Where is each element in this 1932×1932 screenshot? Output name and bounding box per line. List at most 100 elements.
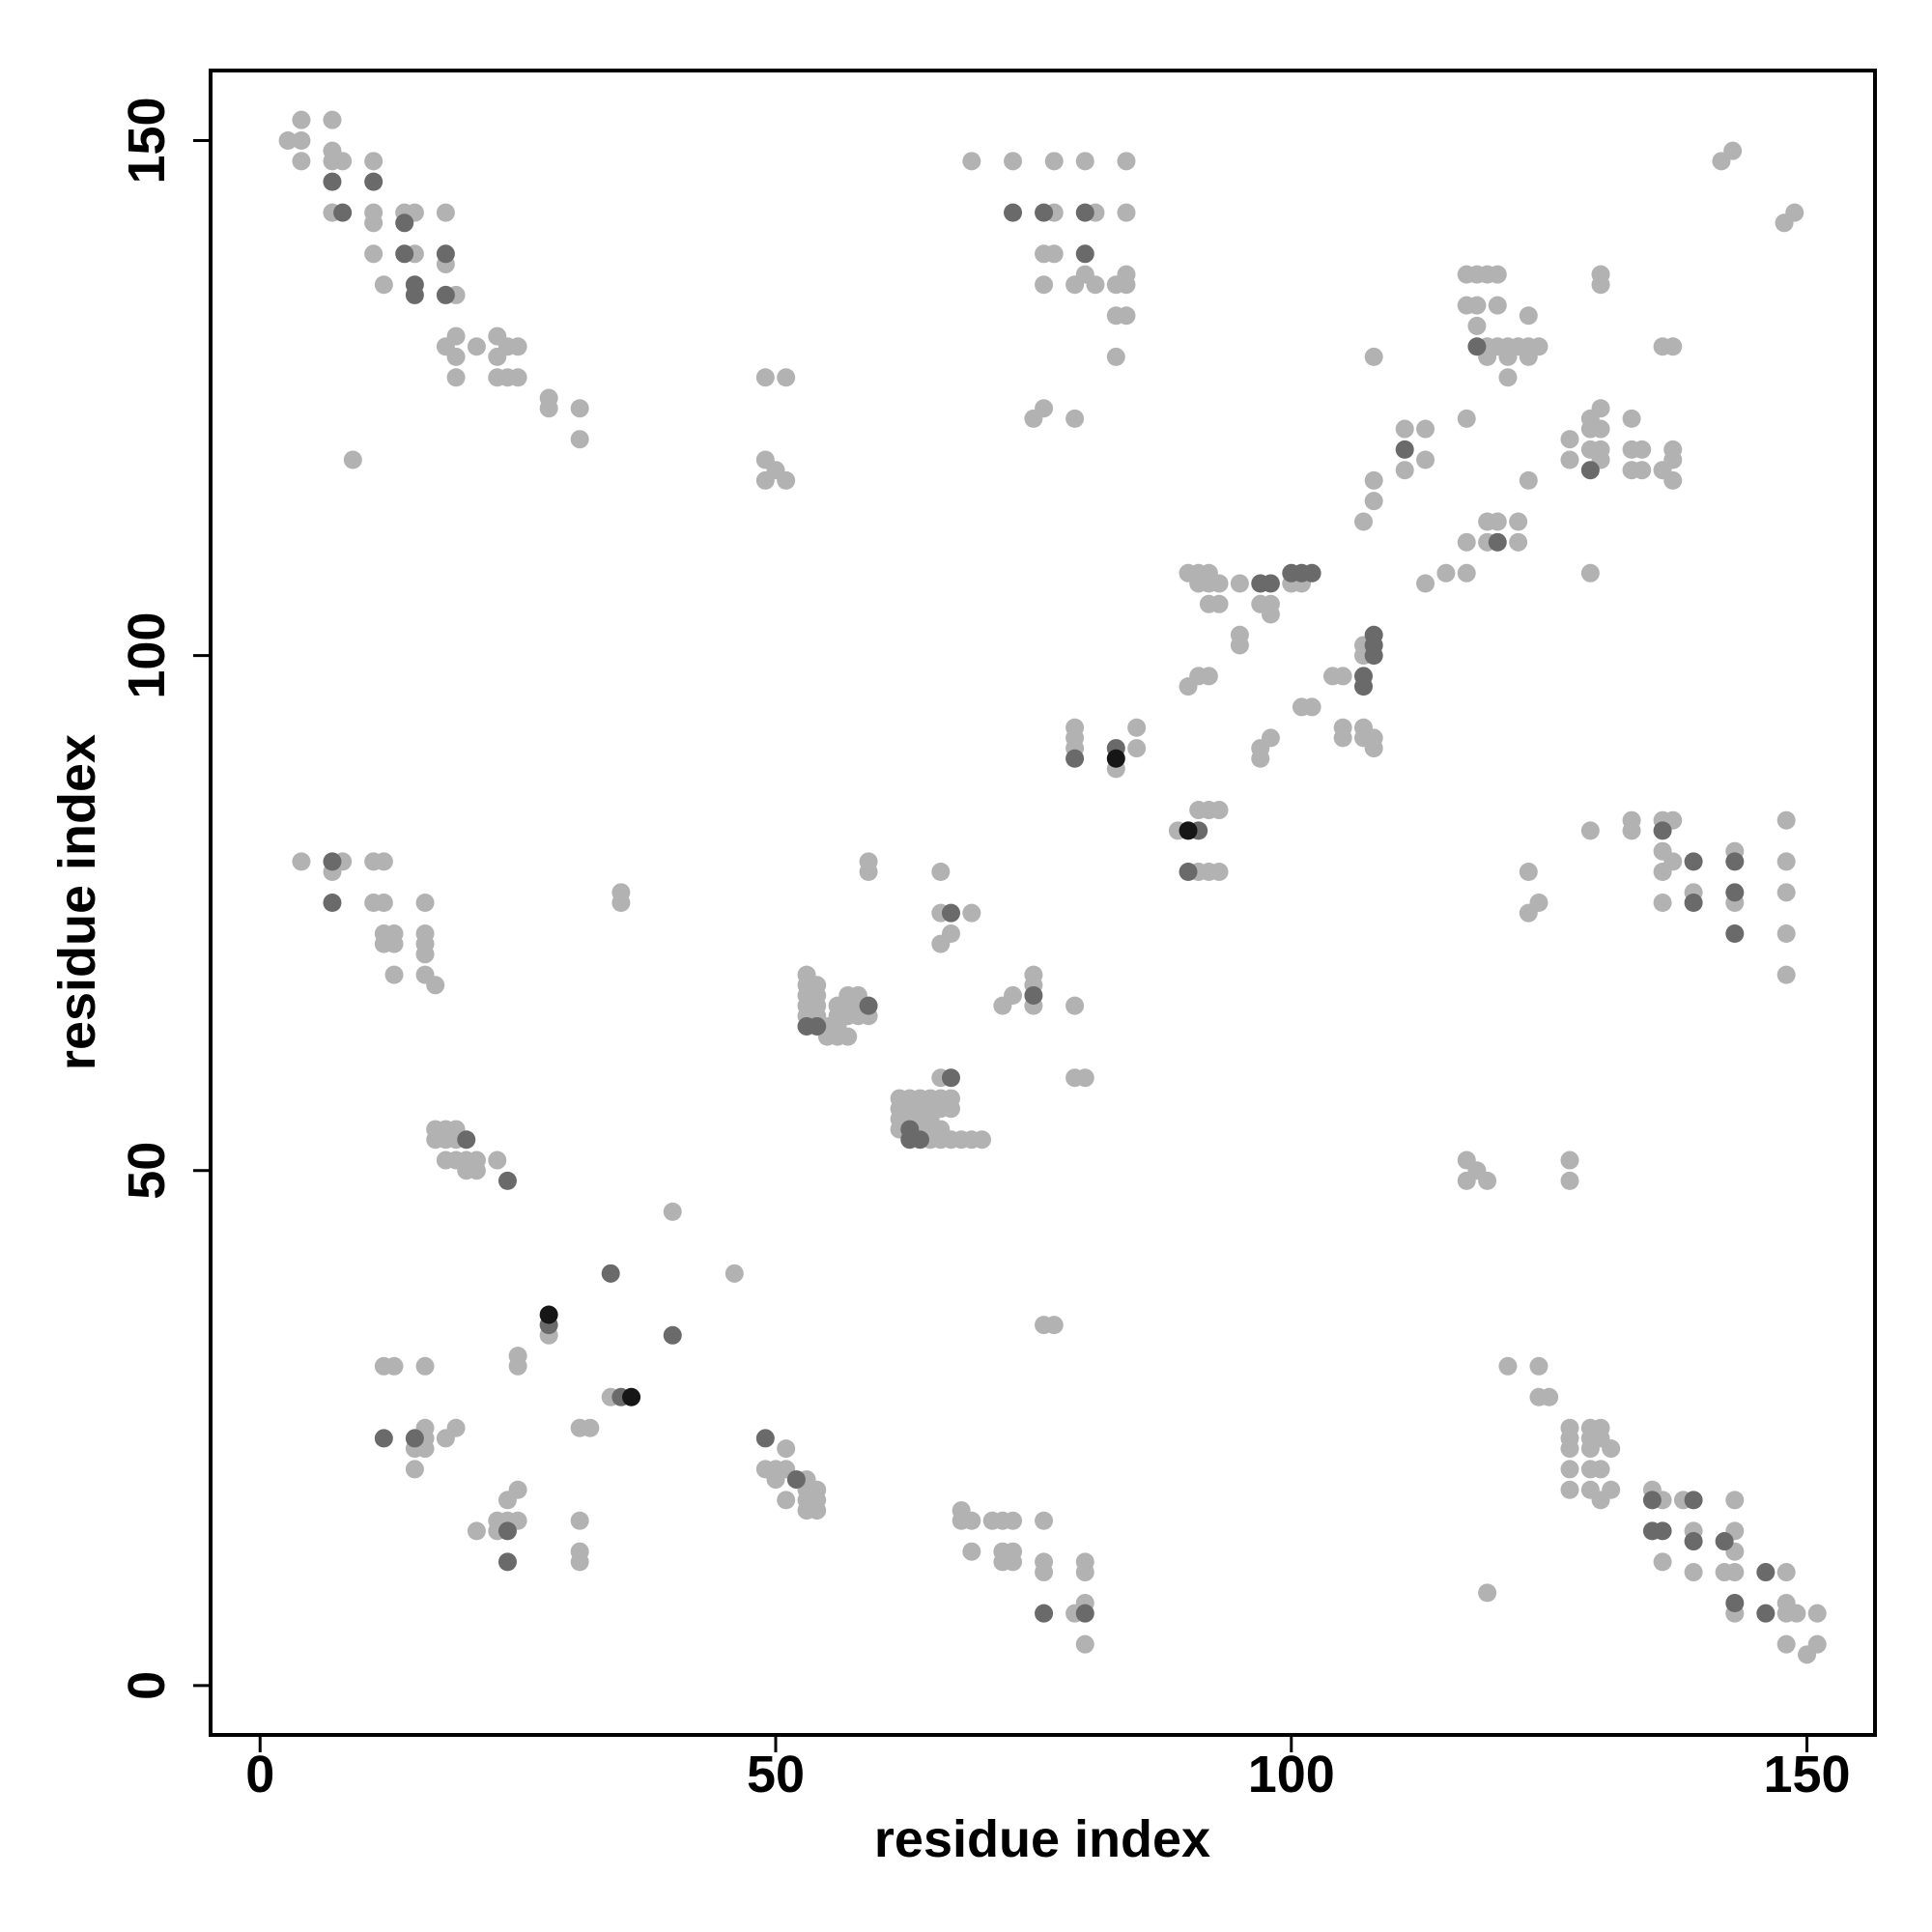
point xyxy=(931,934,951,953)
point xyxy=(1395,419,1414,439)
point xyxy=(859,863,878,882)
point xyxy=(1086,275,1105,295)
point xyxy=(1065,749,1085,768)
point xyxy=(384,965,404,984)
point xyxy=(1725,1563,1745,1582)
point xyxy=(1467,316,1487,335)
point xyxy=(1065,996,1085,1015)
point xyxy=(497,1171,517,1190)
point xyxy=(611,894,631,912)
point xyxy=(962,903,981,923)
point xyxy=(488,1151,507,1170)
point xyxy=(364,244,384,264)
point xyxy=(1560,1480,1579,1499)
point xyxy=(663,1202,682,1221)
point xyxy=(663,1325,682,1345)
point xyxy=(1653,894,1672,912)
point xyxy=(962,1542,981,1561)
point xyxy=(1580,461,1600,480)
point xyxy=(1075,152,1094,171)
point xyxy=(581,1418,600,1437)
point xyxy=(1591,419,1610,439)
point xyxy=(1075,203,1094,222)
point xyxy=(570,1552,589,1572)
point xyxy=(1302,563,1321,582)
point xyxy=(1075,244,1094,264)
point xyxy=(1653,821,1672,840)
point xyxy=(1209,801,1229,820)
point xyxy=(1633,440,1652,459)
point xyxy=(1261,574,1280,593)
point xyxy=(1436,563,1456,582)
point xyxy=(1467,296,1487,315)
point xyxy=(426,976,445,995)
point xyxy=(724,1264,744,1283)
point xyxy=(1230,636,1249,655)
point xyxy=(755,1429,775,1448)
point xyxy=(1653,461,1672,480)
point xyxy=(1044,1316,1064,1335)
point xyxy=(1364,470,1383,490)
point xyxy=(1498,1356,1518,1376)
y-tick-label: 100 xyxy=(118,612,176,699)
point xyxy=(1776,1563,1796,1582)
point xyxy=(1519,347,1538,366)
point xyxy=(962,1511,981,1530)
point xyxy=(1529,1356,1548,1376)
point xyxy=(1591,275,1610,295)
x-tick-label: 100 xyxy=(1248,1746,1335,1804)
point xyxy=(1622,409,1641,428)
point xyxy=(1602,1480,1621,1499)
point xyxy=(1117,203,1136,222)
point xyxy=(436,244,455,264)
point xyxy=(1684,1532,1703,1551)
point xyxy=(1004,1552,1023,1572)
point xyxy=(457,1130,476,1150)
point xyxy=(364,213,384,233)
point xyxy=(1560,1151,1579,1170)
point xyxy=(1179,863,1198,882)
point xyxy=(1622,821,1641,840)
point xyxy=(323,172,342,191)
point xyxy=(323,110,342,129)
point xyxy=(292,852,311,871)
point xyxy=(1591,399,1610,418)
point xyxy=(1787,1604,1806,1623)
point xyxy=(1065,409,1085,428)
x-tick-label: 150 xyxy=(1763,1746,1850,1804)
point xyxy=(384,1356,404,1376)
point xyxy=(1035,1511,1054,1530)
point xyxy=(766,1470,785,1490)
point xyxy=(374,1429,393,1448)
point xyxy=(1498,368,1518,387)
point xyxy=(1230,574,1249,593)
point xyxy=(1488,265,1507,284)
point xyxy=(384,934,404,953)
point xyxy=(570,430,589,449)
point xyxy=(1756,1563,1776,1582)
point xyxy=(497,1491,517,1510)
point xyxy=(1776,923,1796,943)
point xyxy=(1117,152,1136,171)
point xyxy=(1488,296,1507,315)
point xyxy=(1684,1563,1703,1582)
point xyxy=(1580,563,1600,582)
point xyxy=(1075,1604,1094,1623)
point xyxy=(1364,347,1383,366)
point xyxy=(374,852,393,871)
point xyxy=(539,399,558,418)
point xyxy=(777,1491,796,1510)
point xyxy=(1035,275,1054,295)
plot-frame xyxy=(209,69,1877,1737)
point xyxy=(1075,1563,1094,1582)
point xyxy=(931,863,951,882)
point xyxy=(497,1552,517,1572)
point xyxy=(786,1470,806,1490)
point xyxy=(1395,461,1414,480)
point xyxy=(755,470,775,490)
point xyxy=(1261,605,1280,624)
x-tick-label: 50 xyxy=(747,1746,805,1804)
point xyxy=(1117,306,1136,326)
point xyxy=(415,1356,435,1376)
point xyxy=(323,894,342,912)
